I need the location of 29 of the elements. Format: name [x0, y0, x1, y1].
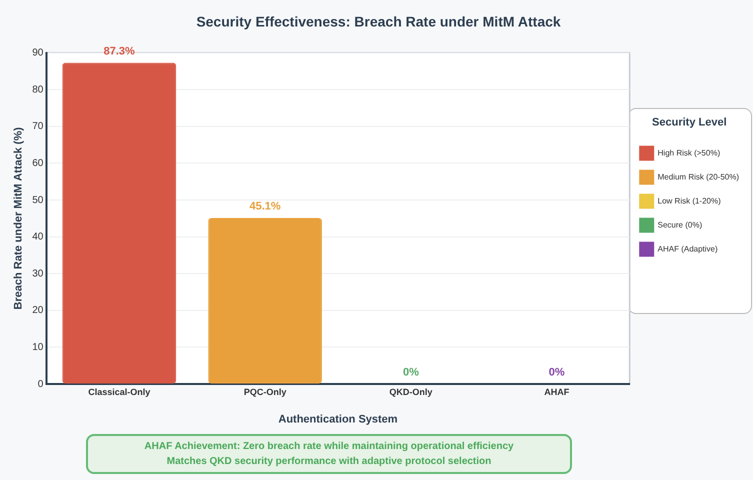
text: AHAF Achievement: Zero breach rate while maintaining operational efficiency [143, 440, 515, 454]
data-label: 0% [402, 366, 420, 379]
text: Matches QKD security performance with adaptive protocol selection [166, 455, 492, 469]
x-tick-label: PQC-Only [244, 386, 286, 397]
y-tick-label: 70 [32, 121, 44, 132]
y-tick-label: 50 [32, 194, 44, 206]
y-tick-label: 10 [32, 342, 44, 353]
x-tick-label: Classical-Only [88, 386, 150, 397]
chart-title: Security Effectiveness: Breach Rate under MitM Attack [196, 13, 561, 30]
legend-label: Low Risk (1-20%) [658, 196, 722, 206]
x-tick-label: AHAF [544, 386, 570, 397]
data-label: 45.1% [249, 200, 281, 213]
y-tick-label: 0 [38, 378, 44, 390]
y-tick-label: 40 [32, 232, 44, 243]
y-tick-label: 90 [32, 48, 44, 59]
legend-label: Medium Risk (20-50%) [658, 172, 740, 182]
y-axis-title: Breach Rate under MitM Attack (%) [12, 126, 25, 310]
y-tick-label: 20 [32, 305, 44, 316]
legend-label: High Risk (>50%) [658, 148, 720, 158]
y-tick-label: 30 [32, 268, 44, 280]
y-tick-label: 80 [32, 84, 44, 96]
data-label: 0% [548, 366, 565, 379]
data-label: 87.3% [104, 45, 136, 58]
legend-title: Security Level [652, 116, 727, 129]
x-tick-label: QKD-Only [389, 386, 432, 397]
legend-label: Secure (0%) [658, 220, 702, 230]
y-tick-label: 60 [32, 158, 44, 169]
legend-label: AHAF (Adaptive) [658, 244, 718, 254]
x-axis-title: Authentication System [278, 413, 398, 426]
